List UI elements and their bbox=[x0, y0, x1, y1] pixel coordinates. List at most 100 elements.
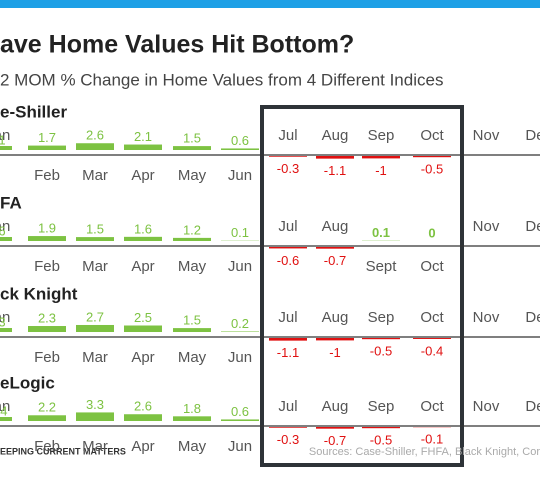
month-label: Jun bbox=[228, 167, 252, 184]
value-label: -0.3 bbox=[277, 432, 299, 447]
month-label: Sep bbox=[368, 309, 395, 326]
value-label: 1.5 bbox=[86, 222, 104, 237]
month-label: Feb bbox=[34, 349, 60, 366]
bar bbox=[76, 412, 114, 421]
value-label: -0.5 bbox=[370, 433, 392, 448]
value-label: 0.1 bbox=[231, 225, 249, 240]
month-label: an bbox=[0, 398, 10, 415]
value-label: 2.6 bbox=[86, 128, 104, 143]
value-label: -0.3 bbox=[277, 161, 299, 176]
month-label: Nov bbox=[473, 398, 500, 415]
month-label: Jun bbox=[228, 349, 252, 366]
value-label: 2.3 bbox=[38, 310, 56, 325]
value-label: -1 bbox=[329, 345, 341, 360]
bar bbox=[76, 324, 114, 332]
month-label: Jul bbox=[278, 309, 297, 326]
value-label: 2.7 bbox=[86, 309, 104, 324]
bar bbox=[28, 236, 66, 241]
value-label: 1.5 bbox=[183, 131, 201, 146]
value-label: -0.5 bbox=[421, 162, 443, 177]
value-label: 1 bbox=[0, 132, 6, 147]
month-label: Sept bbox=[366, 258, 398, 275]
bar-stub bbox=[0, 417, 12, 421]
month-label: Jun bbox=[228, 438, 252, 455]
value-label: 1.5 bbox=[183, 313, 201, 328]
value-label: 6 bbox=[0, 223, 6, 238]
value-label: 1.8 bbox=[183, 401, 201, 416]
value-label: -0.7 bbox=[324, 253, 346, 268]
value-label: 3.3 bbox=[86, 397, 104, 412]
month-label: Oct bbox=[420, 309, 444, 326]
month-label: Jun bbox=[228, 258, 252, 275]
month-label: an bbox=[0, 127, 10, 144]
month-label: Jul bbox=[278, 127, 297, 144]
month-label: Apr bbox=[131, 438, 154, 455]
value-label: 0.1 bbox=[372, 225, 390, 240]
month-label: Mar bbox=[82, 258, 108, 275]
month-label: De bbox=[525, 309, 540, 326]
bar bbox=[124, 414, 162, 421]
panel-name: ck Knight bbox=[0, 284, 78, 303]
value-label: -0.1 bbox=[421, 432, 443, 447]
bar bbox=[316, 427, 354, 429]
value-label: 2.5 bbox=[134, 310, 152, 325]
month-label: Mar bbox=[82, 438, 108, 455]
bar bbox=[28, 326, 66, 332]
bar bbox=[362, 338, 400, 340]
month-label: May bbox=[178, 258, 207, 275]
bar bbox=[269, 247, 307, 249]
month-label: Nov bbox=[473, 218, 500, 235]
month-label: May bbox=[178, 349, 207, 366]
month-label: May bbox=[178, 438, 207, 455]
value-label: 0.6 bbox=[231, 404, 249, 419]
value-label: -1.1 bbox=[277, 345, 299, 360]
bar bbox=[76, 143, 114, 150]
month-label: Apr bbox=[131, 349, 154, 366]
month-label: Oct bbox=[420, 127, 444, 144]
bar bbox=[413, 156, 451, 158]
bar bbox=[413, 338, 451, 339]
bar bbox=[269, 156, 307, 157]
month-label: Jul bbox=[278, 398, 297, 415]
value-label: -0.4 bbox=[421, 343, 443, 358]
bar bbox=[173, 237, 211, 241]
month-label: Feb bbox=[34, 438, 60, 455]
bar bbox=[221, 331, 259, 332]
month-label: Jul bbox=[278, 218, 297, 235]
bar-stub bbox=[0, 237, 12, 241]
bar bbox=[124, 236, 162, 241]
bar-stub bbox=[0, 146, 12, 150]
bar bbox=[124, 144, 162, 150]
source: Sources: Case-Shiller, FHFA, Black Knigh… bbox=[309, 446, 540, 458]
chart-subtitle: 2 MOM % Change in Home Values from 4 Dif… bbox=[0, 70, 443, 89]
bar bbox=[316, 247, 354, 249]
bar bbox=[173, 328, 211, 332]
value-label: 2.6 bbox=[134, 399, 152, 414]
month-label: Mar bbox=[82, 349, 108, 366]
value-label: -0.5 bbox=[370, 344, 392, 359]
month-label: an bbox=[0, 218, 10, 235]
month-label: De bbox=[525, 218, 540, 235]
bar bbox=[269, 427, 307, 428]
month-label: Nov bbox=[473, 127, 500, 144]
bar bbox=[28, 145, 66, 150]
value-label: 1.9 bbox=[38, 220, 56, 235]
month-label: Aug bbox=[322, 218, 349, 235]
value-label: -0.6 bbox=[277, 253, 299, 268]
brand: EEPING CURRENT MATTERS bbox=[0, 446, 126, 456]
bar bbox=[173, 416, 211, 421]
bar-stub bbox=[0, 328, 12, 332]
bar bbox=[362, 156, 400, 159]
value-label: 1.7 bbox=[38, 130, 56, 145]
month-label: Mar bbox=[82, 167, 108, 184]
month-label: De bbox=[525, 127, 540, 144]
month-label: Apr bbox=[131, 167, 154, 184]
month-label: Feb bbox=[34, 258, 60, 275]
value-label: .4 bbox=[0, 403, 7, 418]
bar bbox=[316, 156, 354, 159]
month-label: an bbox=[0, 309, 10, 326]
chart-title: ave Home Values Hit Bottom? bbox=[0, 31, 354, 59]
panel-name: e-Shiller bbox=[0, 102, 67, 121]
month-label: Feb bbox=[34, 167, 60, 184]
